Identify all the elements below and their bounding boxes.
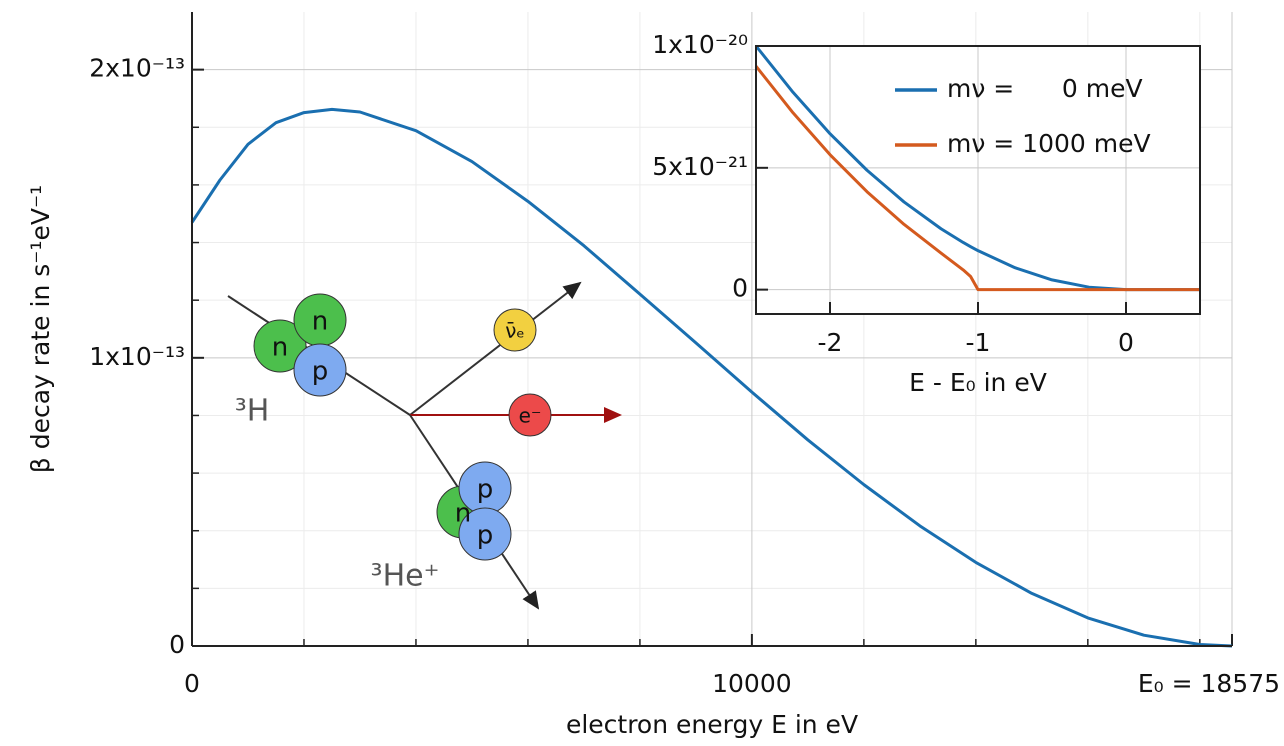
y-tick-label: 2x10⁻¹³ [89,54,185,83]
annotation: e⁻ [519,404,542,428]
data-line [190,107,1233,648]
annotation: ³H [235,394,270,429]
y-tick-label: 5x10⁻²¹ [652,152,748,181]
x-tick-label: 10000 [712,669,792,698]
data-line [754,65,1200,292]
annotation: p [477,475,494,505]
y-tick-label: 0 [169,630,185,659]
annotation: n [455,499,471,529]
annotation: p [477,521,494,551]
electron [508,393,552,437]
x-tick-label: 0 [1118,328,1134,357]
y-tick-label: 0 [732,274,748,303]
plot-frame [755,45,1201,315]
main-plot: 0 10000 E₀ = 18575 0 1x10⁻¹³ 2x10⁻¹³ electron … [26,12,1280,739]
x-axis-label: electron energy E in eV [566,710,858,739]
neutrino [493,308,537,352]
neutron [253,319,307,373]
y-axis-label: β decay rate in s⁻¹eV⁻¹ [26,185,55,473]
annotation: p [312,357,329,387]
proton [293,343,347,397]
annotation: n [272,333,288,363]
annotation: n [312,307,328,337]
annotation: ³He⁺ [371,559,440,594]
legend-label: mν = 0 meV [947,74,1143,103]
x-tick-label: -1 [966,328,991,357]
inset-plot: -2 -1 0 0 5x10⁻²¹ 1x10⁻²⁰ E - E₀ in eV mν = 0 m… [652,30,1201,397]
decay-illustration: n n p ³H ν̄ₑ e⁻ n p p ³He⁺ [227,281,622,610]
x-tick-label: 0 [184,669,200,698]
x-tick-label: -2 [818,328,843,357]
x-axis-label: E - E₀ in eV [909,368,1047,397]
y-tick-label: 1x10⁻¹³ [89,342,185,371]
legend-label: mν = 1000 meV [947,129,1151,158]
neutrino-track [409,281,582,416]
x-tick-label: E₀ = 18575 [1138,669,1280,698]
annotation: ν̄ₑ [505,319,525,343]
proton [458,507,512,561]
y-tick-label: 1x10⁻²⁰ [652,30,748,59]
